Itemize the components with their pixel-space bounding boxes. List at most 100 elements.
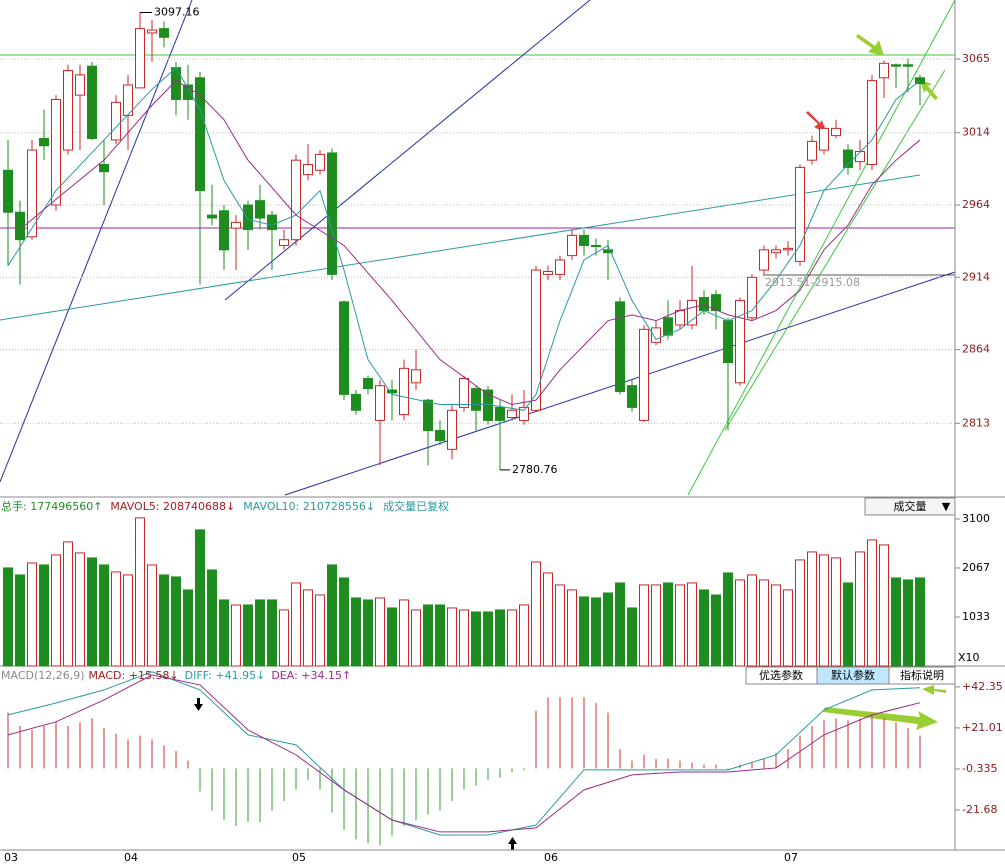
volume-bar (855, 551, 865, 667)
candle-body (315, 153, 325, 171)
candle-body (63, 70, 73, 151)
volume-bar (759, 579, 769, 667)
candle-body (159, 28, 169, 38)
x-tick-label: 07 (784, 851, 798, 864)
trend-line (687, 0, 956, 496)
candle-body (459, 377, 469, 408)
volume-bar (795, 559, 805, 667)
dropdown-label: 成交量 (894, 499, 927, 513)
volume-bar (675, 584, 685, 667)
y-tick-label: 2864 (962, 343, 990, 356)
volume-bar (39, 564, 49, 667)
volume-bar (483, 611, 493, 667)
candle-body (291, 159, 301, 241)
volume-bar (807, 551, 817, 667)
candle-body (855, 151, 865, 163)
y-tick-label: 3065 (962, 52, 990, 65)
volume-bar (387, 607, 397, 667)
volume-bar (531, 561, 541, 667)
candle-body (135, 28, 145, 89)
volume-bar (711, 594, 721, 667)
arrow (806, 111, 826, 133)
macd-legend: DIFF: +41.95↓ (185, 669, 266, 682)
trend-line (224, 0, 591, 301)
candle-body (603, 249, 613, 254)
volume-bar (603, 592, 613, 667)
volume-bar (699, 589, 709, 667)
volume-legend: 总手: 177496560↑ (1, 499, 102, 513)
candle-body (15, 211, 25, 241)
macd-legend: MACD: +15.58↓ (89, 669, 179, 682)
candle-body (807, 140, 817, 161)
candle-body (891, 64, 901, 67)
candle-body (339, 301, 349, 395)
volume-bar (15, 574, 25, 667)
candle-body (567, 234, 577, 257)
candle-body (651, 327, 661, 343)
candle-body (783, 247, 793, 251)
volume-bar (543, 572, 553, 667)
volume-bar (471, 611, 481, 667)
y-tick-label: 2813 (962, 416, 990, 429)
candle-body (255, 200, 265, 219)
candle-body (495, 406, 505, 421)
volume-bar (639, 584, 649, 667)
volume-bar (351, 597, 361, 667)
volume-bar (447, 607, 457, 667)
candle-body (543, 270, 553, 275)
candle-body (111, 101, 121, 141)
button-label: 默认参数 (831, 668, 875, 682)
volume-bar (75, 552, 85, 667)
x-tick-label: 06 (544, 851, 558, 864)
button[interactable] (888, 666, 956, 685)
candle-body (399, 367, 409, 416)
candle-body (363, 377, 373, 390)
volume-bar (3, 567, 13, 667)
dropdown[interactable] (864, 497, 956, 516)
line (7, 66, 921, 411)
candle-body (747, 276, 757, 319)
volume-bar (783, 589, 793, 667)
volume-bar (111, 571, 121, 667)
candle-body (843, 149, 853, 168)
volume-bar (687, 582, 697, 667)
volume-bar (423, 604, 433, 667)
y-tick-label: 2964 (962, 198, 990, 211)
volume-bar (99, 564, 109, 667)
y-tick-label: -21.68 (962, 803, 997, 816)
candle-body (267, 214, 277, 231)
candle-body (387, 389, 397, 394)
volume-bar (723, 572, 733, 667)
candle-body (531, 269, 541, 411)
volume-bar (495, 609, 505, 667)
arrow (920, 80, 938, 100)
y-tick-label: 3100 (962, 512, 990, 525)
volume-bar (315, 594, 325, 667)
volume-bar (255, 599, 265, 667)
volume-bar (279, 609, 289, 667)
candle-body (471, 388, 481, 411)
candle-body (423, 399, 433, 432)
volume-bar (63, 541, 73, 667)
trend-line (0, 174, 921, 321)
volume-bar (579, 596, 589, 667)
candle-body (879, 62, 889, 79)
candle-body (435, 430, 445, 442)
arrow (194, 698, 203, 711)
macd-title: MACD(12,26,9) (1, 669, 85, 682)
volume-bar (363, 599, 373, 667)
candle-body (51, 98, 61, 206)
volume-bar (243, 604, 253, 667)
volume-bar (819, 554, 829, 667)
y-tick-label: 1033 (962, 610, 990, 623)
candle-body (27, 149, 37, 238)
arrow (922, 685, 946, 695)
volume-bar (231, 604, 241, 667)
arrow (508, 837, 517, 850)
candle-body (243, 204, 253, 231)
candle-body (591, 244, 601, 247)
dropdown-caret: ▼ (942, 500, 951, 513)
candle-body (867, 80, 877, 166)
volume-bar (195, 529, 205, 667)
